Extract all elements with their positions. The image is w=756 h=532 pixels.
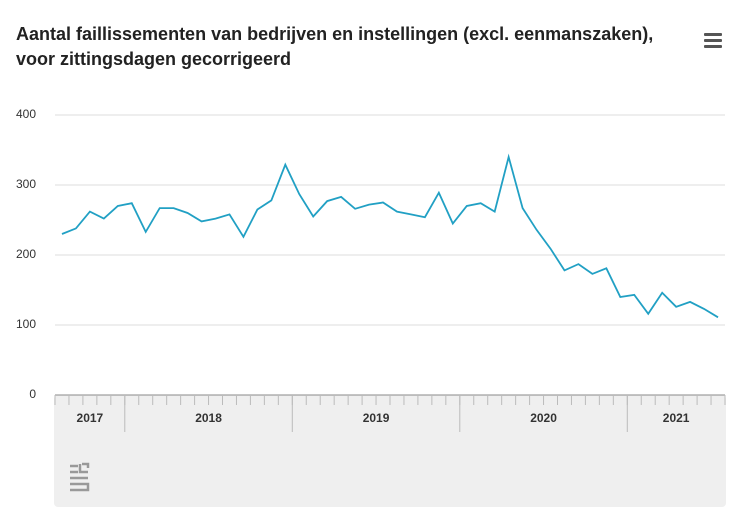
y-tick-label: 300 (16, 177, 36, 191)
menu-icon[interactable] (704, 33, 722, 48)
data-line (61, 153, 719, 319)
cbs-logo (70, 462, 90, 492)
chart-title: Aantal faillissementen van bedrijven en … (16, 24, 654, 69)
x-tick-label: 2018 (195, 411, 222, 425)
axis-band (54, 395, 726, 507)
y-tick-label: 400 (16, 107, 36, 121)
x-tick-label: 2020 (530, 411, 557, 425)
y-tick-label: 0 (29, 387, 36, 401)
x-tick-label: 2019 (363, 411, 390, 425)
y-tick-label: 100 (16, 317, 36, 331)
x-tick-label: 2017 (77, 411, 104, 425)
y-tick-label: 200 (16, 247, 36, 261)
x-tick-label: 2021 (663, 411, 690, 425)
